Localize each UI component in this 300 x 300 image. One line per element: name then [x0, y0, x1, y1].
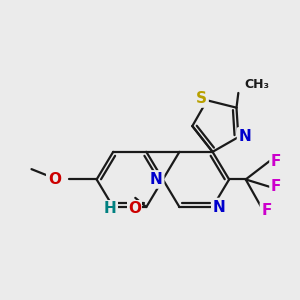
Text: O: O — [128, 201, 141, 216]
Text: O: O — [48, 172, 61, 187]
Text: F: F — [262, 203, 272, 218]
Text: N: N — [150, 172, 163, 187]
Text: CH₃: CH₃ — [244, 78, 269, 91]
Text: N: N — [213, 200, 226, 214]
Text: H: H — [104, 201, 117, 216]
Text: N: N — [238, 129, 251, 144]
Text: S: S — [196, 91, 207, 106]
Text: F: F — [271, 154, 281, 169]
Text: F: F — [271, 179, 281, 194]
